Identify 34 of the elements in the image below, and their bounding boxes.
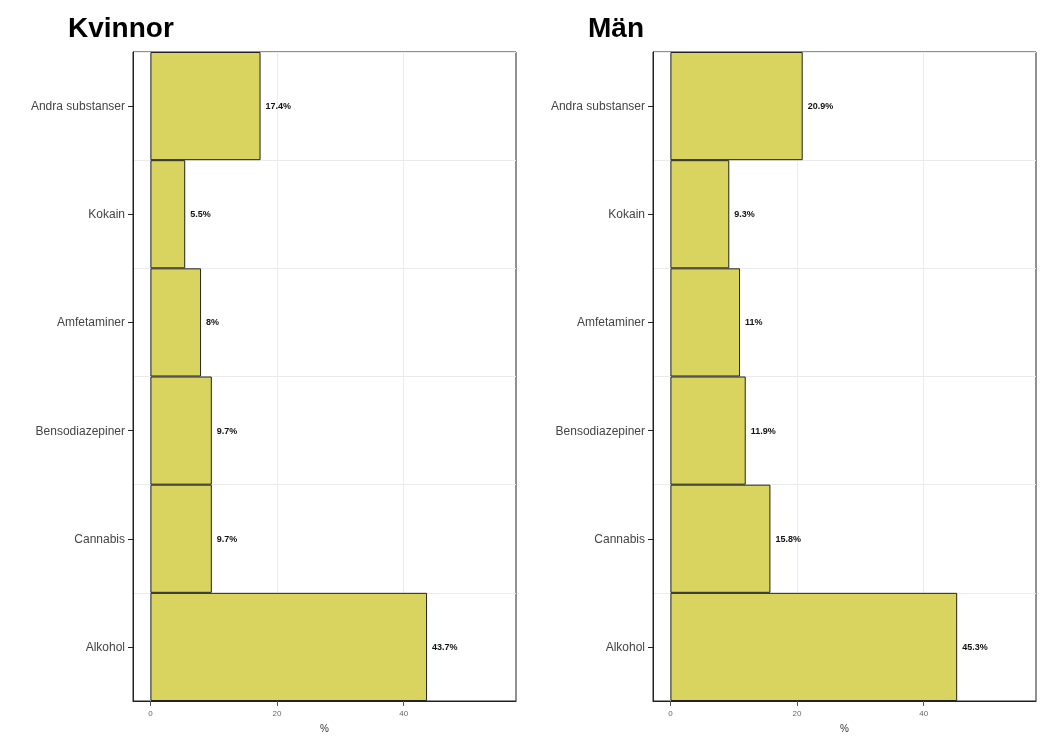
y-tick-label: Bensodiazepiner — [35, 423, 125, 438]
data-label: 11.9% — [750, 425, 776, 436]
y-tick-label: Andra substanser — [550, 99, 645, 114]
data-label: 9.7% — [216, 533, 238, 544]
y-tick-label: Kokain — [88, 207, 125, 222]
data-label: 17.4% — [265, 101, 292, 112]
y-tick-label: Andra substanser — [30, 99, 125, 114]
y-tick-label: Kokain — [608, 207, 645, 222]
x-axis-title: % — [320, 722, 330, 734]
y-tick-label: Amfetaminer — [576, 315, 645, 330]
y-tick-label: Alkohol — [85, 639, 125, 654]
x-axis-title: % — [840, 722, 850, 734]
y-tick-label: Bensodiazepiner — [555, 423, 645, 438]
data-label: 9.3% — [734, 209, 755, 220]
x-tick-label: 0 — [148, 708, 154, 718]
data-label: 45.3% — [962, 641, 988, 652]
y-tick-label: Cannabis — [74, 531, 125, 546]
x-tick-label: 20 — [792, 708, 803, 718]
data-label: 8% — [206, 317, 220, 328]
x-tick-label: 0 — [668, 708, 674, 718]
x-tick-label: 40 — [919, 708, 929, 718]
chart-title: Kvinnor — [68, 11, 174, 43]
y-tick-label: Alkohol — [605, 639, 645, 654]
y-tick-label: Amfetaminer — [56, 315, 125, 330]
x-tick-label: 20 — [272, 708, 283, 718]
y-tick-label: Cannabis — [594, 531, 645, 546]
data-label: 15.8% — [775, 533, 801, 544]
data-label: 43.7% — [432, 641, 458, 652]
data-label: 5.5% — [190, 209, 211, 220]
data-label: 9.7% — [216, 425, 238, 436]
data-label: 11% — [745, 317, 763, 328]
x-tick-label: 40 — [399, 708, 409, 718]
chart-title: Män — [588, 11, 644, 43]
data-label: 20.9% — [807, 101, 834, 112]
